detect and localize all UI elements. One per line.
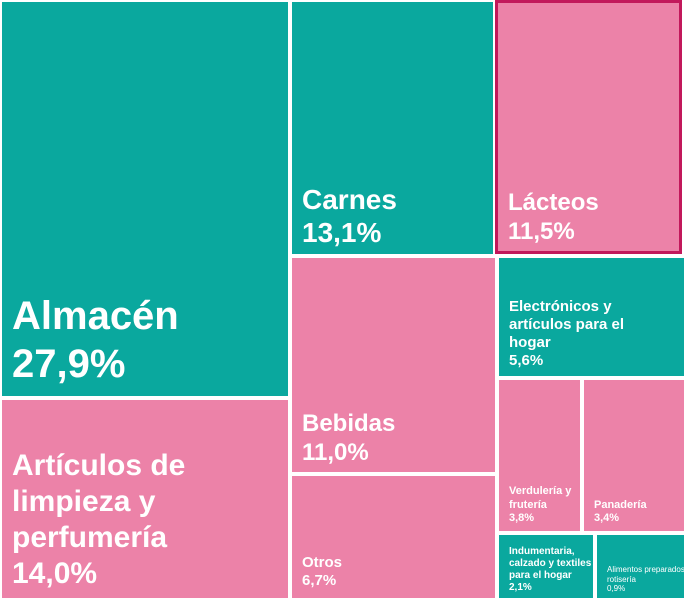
tile-value: 5,6% xyxy=(509,352,544,369)
tile-text: Indumentaria, calzado y textiles para el… xyxy=(509,546,593,594)
tile-value: 11,5% xyxy=(508,218,575,246)
tile-label: Artículos de limpieza y perfumería xyxy=(12,449,186,554)
tile-text: Bebidas 11,0% xyxy=(302,410,492,468)
treemap-tile: Bebidas 11,0% xyxy=(290,256,497,474)
tile-label: Alimentos preparados y rotisería xyxy=(607,565,686,584)
tile-value: 14,0% xyxy=(12,557,98,590)
tile-value: 11,0% xyxy=(302,439,369,467)
tile-value: 3,4% xyxy=(594,511,620,524)
treemap-tile: Indumentaria, calzado y textiles para el… xyxy=(497,533,595,600)
treemap-tile: Electrónicos y artículos para el hogar 5,… xyxy=(497,256,686,378)
tile-text: Otros 6,7% xyxy=(302,554,492,590)
tile-label: Bebidas xyxy=(302,410,396,438)
tile-label: Carnes xyxy=(302,183,397,215)
tile-value: 0,9% xyxy=(607,584,626,594)
treemap-tile: Verdulería y frutería 3,8% xyxy=(497,378,582,533)
treemap-tile: Artículos de limpieza y perfumería 14,0% xyxy=(0,398,290,600)
tile-label: Lácteos xyxy=(508,189,599,217)
tile-value: 27,9% xyxy=(12,342,126,386)
tile-text: Alimentos preparados y rotisería 0,9% xyxy=(607,565,686,594)
tile-text: Carnes 13,1% xyxy=(302,183,492,250)
treemap-tile: Alimentos preparados y rotisería 0,9% xyxy=(595,533,686,600)
tile-value: 13,1% xyxy=(302,217,382,249)
tile-value: 6,7% xyxy=(302,572,337,589)
tile-text: Almacén 27,9% xyxy=(12,292,272,388)
treemap-tile: Lácteos 11,5% xyxy=(495,0,682,254)
tile-label: Otros xyxy=(302,554,343,571)
treemap-tile: Carnes 13,1% xyxy=(290,0,495,256)
tile-value: 2,1% xyxy=(509,582,532,593)
tile-label: Panadería xyxy=(594,498,647,511)
tile-value: 3,8% xyxy=(509,511,535,524)
treemap-tile: Otros 6,7% xyxy=(290,474,497,600)
treemap-tile: Panadería 3,4% xyxy=(582,378,686,533)
tile-text: Electrónicos y artículos para el hogar 5,… xyxy=(509,298,639,370)
tile-label: Verdulería y frutería xyxy=(509,485,572,511)
tile-label: Electrónicos y artículos para el hogar xyxy=(509,298,625,351)
treemap-tile: Almacén 27,9% xyxy=(0,0,290,398)
tile-text: Lácteos 11,5% xyxy=(508,189,678,247)
tile-label: Almacén xyxy=(12,294,179,338)
tile-text: Verdulería y frutería 3,8% xyxy=(509,485,580,525)
tile-label: Indumentaria, calzado y textiles para el… xyxy=(509,546,592,581)
tile-text: Artículos de limpieza y perfumería 14,0% xyxy=(12,448,242,592)
tile-text: Panadería 3,4% xyxy=(594,498,684,525)
